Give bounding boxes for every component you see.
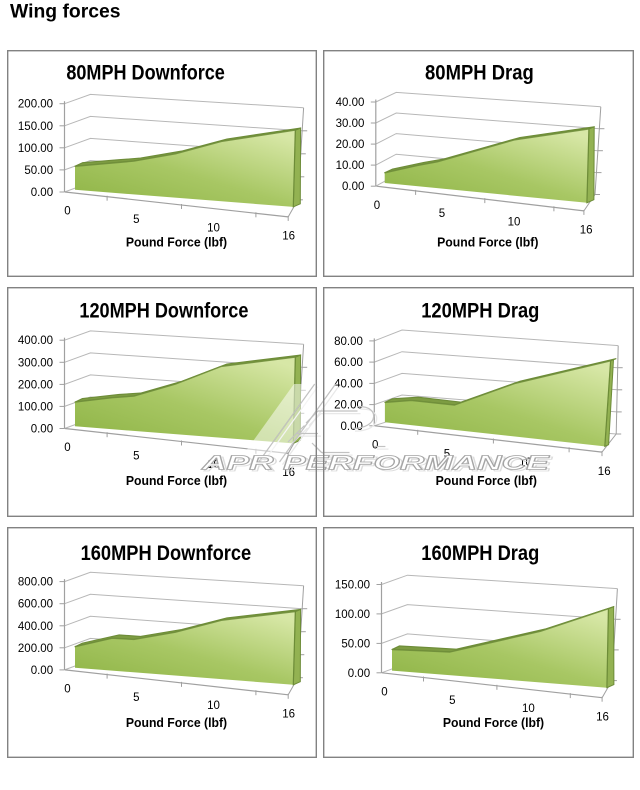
svg-text:160MPH Drag: 160MPH Drag: [421, 542, 539, 565]
svg-text:20.00: 20.00: [336, 139, 365, 151]
svg-text:160MPH Downforce: 160MPH Downforce: [81, 542, 252, 565]
svg-text:100.00: 100.00: [335, 609, 370, 621]
svg-text:10: 10: [207, 700, 220, 712]
svg-text:300.00: 300.00: [18, 357, 53, 369]
svg-text:Pound Force (lbf): Pound Force (lbf): [126, 234, 227, 249]
svg-text:0: 0: [374, 200, 380, 212]
svg-text:10: 10: [522, 703, 535, 715]
svg-text:10: 10: [508, 216, 521, 228]
svg-text:80MPH Downforce: 80MPH Downforce: [66, 61, 225, 84]
svg-text:60.00: 60.00: [334, 357, 363, 369]
svg-text:0.00: 0.00: [342, 181, 364, 193]
svg-text:800.00: 800.00: [18, 577, 53, 589]
svg-text:200.00: 200.00: [18, 643, 53, 655]
svg-text:10: 10: [519, 457, 532, 469]
svg-text:Pound Force (lbf): Pound Force (lbf): [436, 473, 537, 488]
svg-text:600.00: 600.00: [18, 599, 53, 611]
svg-text:16: 16: [282, 709, 295, 721]
svg-text:0.00: 0.00: [31, 424, 53, 436]
svg-text:100.00: 100.00: [18, 401, 53, 413]
svg-text:80MPH Drag: 80MPH Drag: [425, 61, 534, 84]
svg-text:120MPH Downforce: 120MPH Downforce: [79, 299, 248, 322]
svg-text:50.00: 50.00: [24, 165, 53, 177]
svg-text:Pound Force (lbf): Pound Force (lbf): [437, 234, 538, 249]
svg-text:5: 5: [439, 208, 445, 220]
svg-text:5: 5: [133, 451, 139, 463]
svg-text:80.00: 80.00: [334, 336, 363, 348]
svg-text:150.00: 150.00: [335, 580, 370, 592]
svg-text:400.00: 400.00: [18, 621, 53, 633]
svg-text:200.00: 200.00: [18, 379, 53, 391]
svg-text:5: 5: [133, 692, 139, 704]
svg-text:5: 5: [449, 695, 455, 707]
svg-text:16: 16: [580, 225, 593, 237]
svg-text:0: 0: [64, 206, 70, 218]
svg-text:0.00: 0.00: [31, 187, 53, 199]
svg-text:0.00: 0.00: [348, 668, 370, 680]
svg-text:10: 10: [207, 459, 220, 471]
svg-text:40.00: 40.00: [334, 378, 363, 390]
svg-text:400.00: 400.00: [18, 335, 53, 347]
svg-text:150.00: 150.00: [18, 121, 53, 133]
svg-text:20.00: 20.00: [334, 400, 363, 412]
svg-text:50.00: 50.00: [341, 638, 370, 650]
svg-text:0.00: 0.00: [341, 421, 363, 433]
svg-text:10.00: 10.00: [336, 160, 365, 172]
svg-text:100.00: 100.00: [18, 143, 53, 155]
svg-text:5: 5: [133, 214, 139, 226]
svg-text:Pound Force (lbf): Pound Force (lbf): [443, 715, 544, 730]
svg-text:5: 5: [444, 448, 450, 460]
svg-text:0.00: 0.00: [31, 665, 53, 677]
svg-text:40.00: 40.00: [336, 97, 365, 109]
svg-text:0: 0: [64, 684, 70, 696]
svg-text:Pound Force (lbf): Pound Force (lbf): [126, 473, 227, 488]
svg-text:0: 0: [64, 442, 70, 454]
svg-text:Pound Force (lbf): Pound Force (lbf): [126, 715, 227, 730]
svg-text:16: 16: [598, 466, 611, 478]
svg-text:200.00: 200.00: [18, 99, 53, 111]
svg-text:16: 16: [282, 231, 295, 243]
svg-text:APR PERFORMANCE: APR PERFORMANCE: [203, 453, 553, 475]
svg-text:Wing forces: Wing forces: [10, 2, 121, 23]
svg-text:0: 0: [372, 440, 378, 452]
svg-text:10: 10: [207, 222, 220, 234]
svg-text:APR PERFORMANCE: APR PERFORMANCE: [201, 452, 551, 474]
svg-text:16: 16: [282, 467, 295, 479]
svg-text:30.00: 30.00: [336, 118, 365, 130]
svg-text:0: 0: [381, 687, 387, 699]
svg-text:120MPH Drag: 120MPH Drag: [421, 299, 539, 322]
svg-text:16: 16: [596, 711, 609, 723]
